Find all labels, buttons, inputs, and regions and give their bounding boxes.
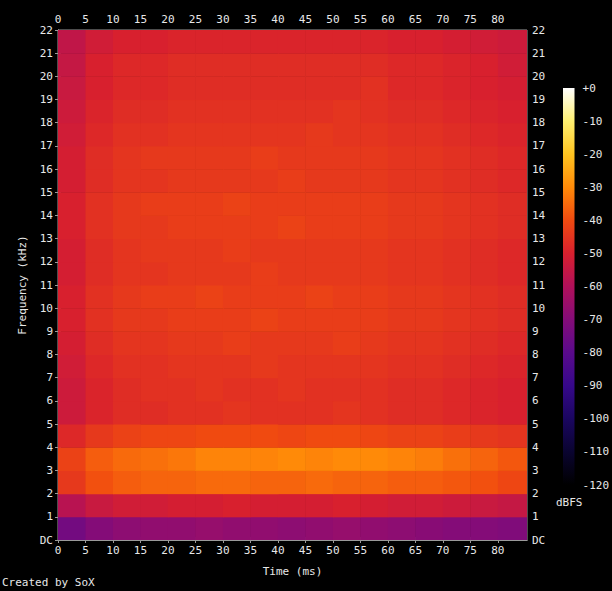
svg-text:DC: DC xyxy=(532,534,545,547)
svg-text:55: 55 xyxy=(354,13,367,26)
svg-text:14: 14 xyxy=(532,209,546,222)
svg-text:17: 17 xyxy=(532,139,545,152)
svg-text:10: 10 xyxy=(106,544,119,557)
svg-text:22: 22 xyxy=(532,24,545,37)
svg-text:9: 9 xyxy=(532,325,539,338)
svg-text:65: 65 xyxy=(409,13,422,26)
svg-text:80: 80 xyxy=(491,544,504,557)
svg-text:16: 16 xyxy=(40,163,53,176)
svg-text:4: 4 xyxy=(532,441,539,454)
svg-text:-10: -10 xyxy=(583,115,603,128)
svg-text:3: 3 xyxy=(532,464,539,477)
svg-text:8: 8 xyxy=(532,348,539,361)
svg-text:50: 50 xyxy=(326,544,339,557)
svg-text:40: 40 xyxy=(271,544,284,557)
svg-text:21: 21 xyxy=(40,47,53,60)
svg-text:35: 35 xyxy=(244,13,257,26)
svg-text:11: 11 xyxy=(532,279,545,292)
svg-text:3: 3 xyxy=(46,464,53,477)
svg-text:2: 2 xyxy=(532,487,539,500)
svg-text:-50: -50 xyxy=(583,247,603,260)
svg-text:-90: -90 xyxy=(583,379,603,392)
svg-text:-120: -120 xyxy=(583,479,610,492)
svg-text:25: 25 xyxy=(189,13,202,26)
svg-text:6: 6 xyxy=(46,394,53,407)
svg-text:15: 15 xyxy=(40,186,53,199)
svg-text:-60: -60 xyxy=(583,280,603,293)
svg-text:0: 0 xyxy=(55,13,62,26)
svg-text:-70: -70 xyxy=(583,313,603,326)
svg-text:20: 20 xyxy=(161,13,174,26)
svg-text:19: 19 xyxy=(532,93,545,106)
svg-text:5: 5 xyxy=(82,544,89,557)
svg-text:+0: +0 xyxy=(583,82,596,95)
svg-text:75: 75 xyxy=(464,13,477,26)
svg-text:18: 18 xyxy=(40,116,53,129)
svg-text:10: 10 xyxy=(40,302,53,315)
svg-text:-40: -40 xyxy=(583,214,603,227)
svg-text:15: 15 xyxy=(134,544,147,557)
svg-text:20: 20 xyxy=(161,544,174,557)
svg-text:9: 9 xyxy=(46,325,53,338)
svg-text:7: 7 xyxy=(532,371,539,384)
svg-text:16: 16 xyxy=(532,163,545,176)
svg-text:5: 5 xyxy=(82,13,89,26)
svg-text:12: 12 xyxy=(40,255,53,268)
svg-text:10: 10 xyxy=(106,13,119,26)
svg-text:Time (ms): Time (ms) xyxy=(263,565,323,578)
svg-text:22: 22 xyxy=(40,24,53,37)
svg-text:11: 11 xyxy=(40,279,53,292)
svg-text:-20: -20 xyxy=(583,148,603,161)
svg-text:13: 13 xyxy=(40,232,53,245)
svg-text:1: 1 xyxy=(532,510,539,523)
svg-text:6: 6 xyxy=(532,394,539,407)
svg-text:14: 14 xyxy=(40,209,54,222)
svg-text:1: 1 xyxy=(46,510,53,523)
svg-text:55: 55 xyxy=(354,544,367,557)
svg-text:45: 45 xyxy=(299,13,312,26)
svg-text:13: 13 xyxy=(532,232,545,245)
svg-text:4: 4 xyxy=(46,441,53,454)
svg-text:75: 75 xyxy=(464,544,477,557)
svg-text:15: 15 xyxy=(532,186,545,199)
svg-text:40: 40 xyxy=(271,13,284,26)
svg-text:20: 20 xyxy=(40,70,53,83)
svg-text:-100: -100 xyxy=(583,412,610,425)
svg-text:30: 30 xyxy=(216,544,229,557)
svg-text:70: 70 xyxy=(436,13,449,26)
svg-text:8: 8 xyxy=(46,348,53,361)
svg-text:25: 25 xyxy=(189,544,202,557)
svg-text:Created by SoX: Created by SoX xyxy=(2,576,95,589)
svg-text:12: 12 xyxy=(532,255,545,268)
svg-text:19: 19 xyxy=(40,93,53,106)
svg-text:7: 7 xyxy=(46,371,53,384)
svg-text:50: 50 xyxy=(326,13,339,26)
svg-text:dBFS: dBFS xyxy=(556,496,583,509)
svg-text:45: 45 xyxy=(299,544,312,557)
svg-text:17: 17 xyxy=(40,139,53,152)
svg-text:30: 30 xyxy=(216,13,229,26)
svg-text:21: 21 xyxy=(532,47,545,60)
svg-text:-30: -30 xyxy=(583,181,603,194)
svg-text:18: 18 xyxy=(532,116,545,129)
svg-text:60: 60 xyxy=(381,13,394,26)
svg-text:5: 5 xyxy=(532,418,539,431)
svg-text:60: 60 xyxy=(381,544,394,557)
svg-text:5: 5 xyxy=(46,418,53,431)
svg-text:DC: DC xyxy=(40,534,53,547)
svg-text:0: 0 xyxy=(55,544,62,557)
svg-text:65: 65 xyxy=(409,544,422,557)
svg-text:-80: -80 xyxy=(583,346,603,359)
svg-text:70: 70 xyxy=(436,544,449,557)
svg-text:35: 35 xyxy=(244,544,257,557)
svg-text:Frequency (kHz): Frequency (kHz) xyxy=(16,235,29,334)
svg-text:15: 15 xyxy=(134,13,147,26)
svg-text:2: 2 xyxy=(46,487,53,500)
svg-text:20: 20 xyxy=(532,70,545,83)
svg-text:10: 10 xyxy=(532,302,545,315)
svg-text:80: 80 xyxy=(491,13,504,26)
svg-text:-110: -110 xyxy=(583,445,610,458)
